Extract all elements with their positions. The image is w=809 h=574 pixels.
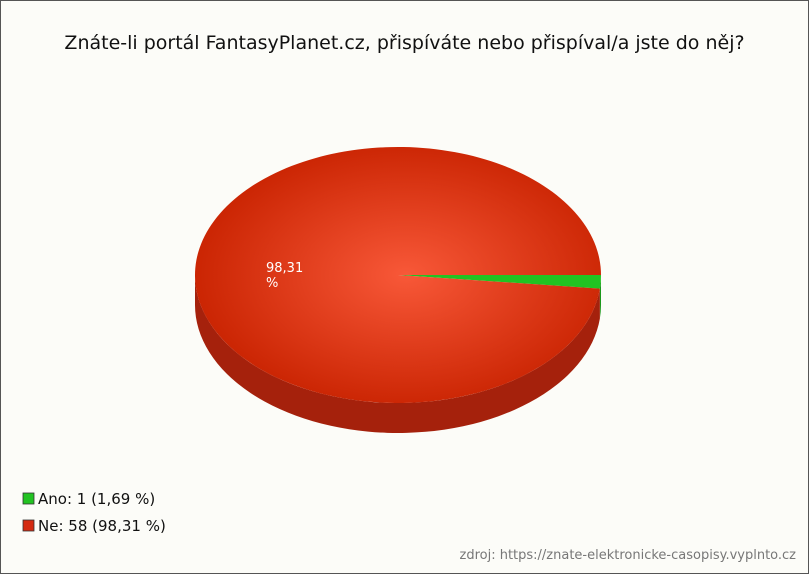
pie-slice-side — [195, 275, 600, 434]
legend-swatch — [22, 519, 35, 532]
pie-slice-side — [599, 275, 601, 319]
pie-slice — [195, 147, 601, 404]
data-label-line: % — [266, 276, 278, 291]
data-label: 98,31% — [266, 261, 303, 291]
pie-slice — [398, 275, 601, 289]
source-note: zdroj: https://znate-elektronicke-casopi… — [460, 548, 797, 563]
legend-swatch — [22, 492, 35, 505]
data-label-line: 98,31 — [266, 261, 303, 276]
legend-label: Ne: 58 (98,31 %) — [38, 517, 166, 535]
chart-title: Znáte-li portál FantasyPlanet.cz, přispí… — [64, 32, 745, 54]
legend-label: Ano: 1 (1,69 %) — [38, 490, 155, 508]
